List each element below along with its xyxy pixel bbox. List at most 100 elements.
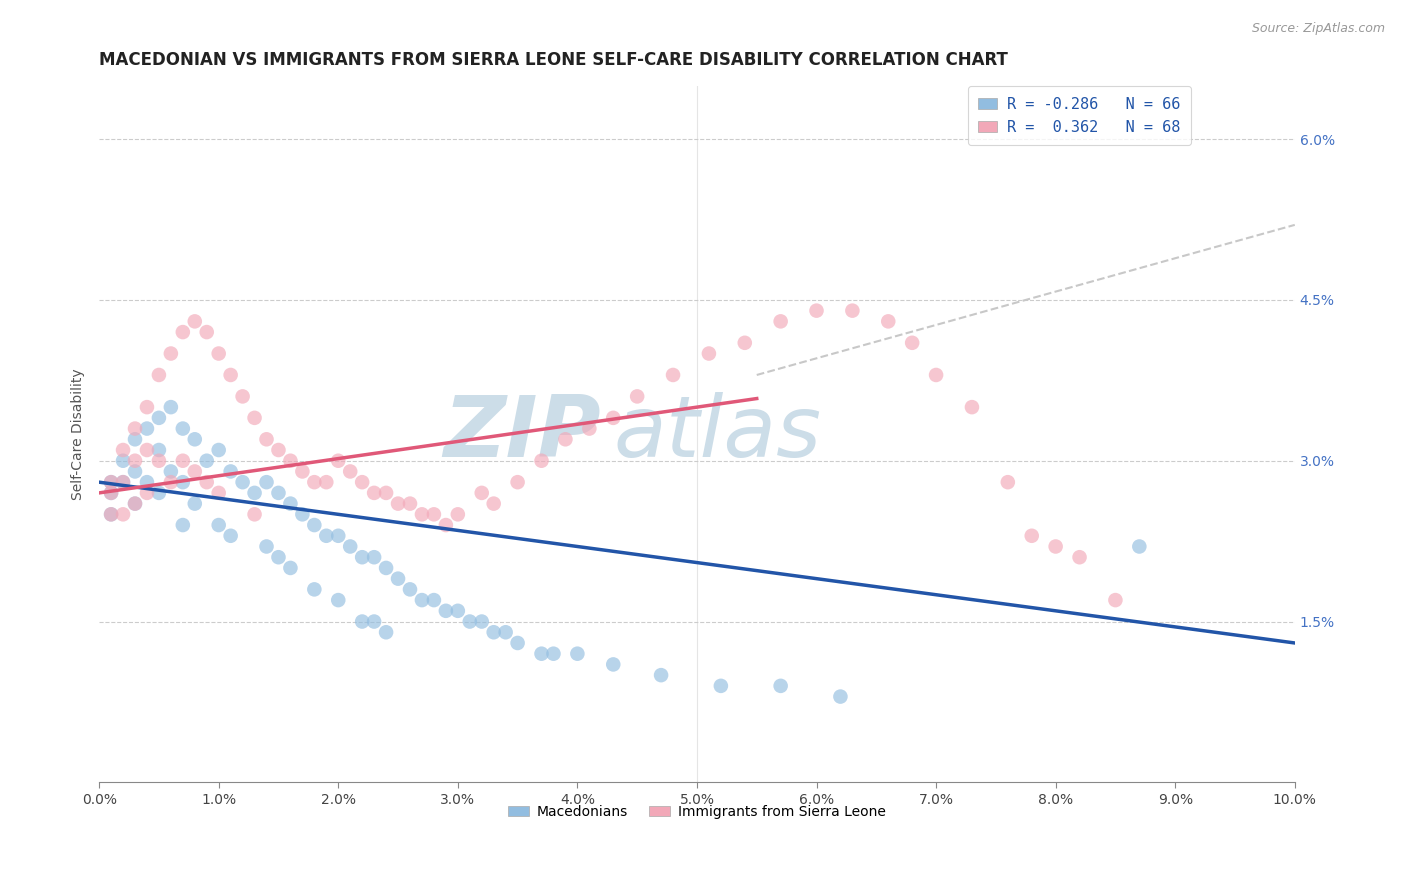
Point xyxy=(315,529,337,543)
Point xyxy=(208,518,231,533)
Point xyxy=(160,475,183,490)
Point xyxy=(399,497,422,511)
Point xyxy=(148,442,170,457)
Point xyxy=(232,475,254,490)
Point xyxy=(997,475,1019,490)
Point xyxy=(925,368,948,382)
Point xyxy=(352,615,374,629)
Point xyxy=(136,400,159,414)
Point xyxy=(100,486,122,500)
Point xyxy=(1045,540,1067,554)
Point xyxy=(184,497,207,511)
Point xyxy=(495,625,517,640)
Point xyxy=(172,421,194,435)
Point xyxy=(315,475,337,490)
Point xyxy=(482,625,505,640)
Point xyxy=(160,400,183,414)
Point xyxy=(219,368,242,382)
Point xyxy=(458,615,481,629)
Point xyxy=(291,508,314,522)
Point xyxy=(148,368,170,382)
Point xyxy=(1104,593,1126,607)
Point xyxy=(626,389,648,403)
Point xyxy=(411,593,433,607)
Point xyxy=(195,475,218,490)
Point xyxy=(1069,550,1091,565)
Text: Source: ZipAtlas.com: Source: ZipAtlas.com xyxy=(1251,22,1385,36)
Point xyxy=(769,679,792,693)
Point xyxy=(662,368,685,382)
Point xyxy=(112,475,135,490)
Point xyxy=(100,486,122,500)
Point xyxy=(291,465,314,479)
Point xyxy=(208,442,231,457)
Point xyxy=(112,442,135,457)
Point xyxy=(160,346,183,360)
Point xyxy=(423,508,446,522)
Point xyxy=(877,314,900,328)
Point xyxy=(124,497,146,511)
Point xyxy=(960,400,983,414)
Point xyxy=(184,432,207,446)
Point xyxy=(434,518,457,533)
Point xyxy=(112,508,135,522)
Point xyxy=(530,454,553,468)
Point xyxy=(148,454,170,468)
Y-axis label: Self-Care Disability: Self-Care Disability xyxy=(72,368,86,500)
Point xyxy=(482,497,505,511)
Point xyxy=(339,540,361,554)
Text: atlas: atlas xyxy=(613,392,821,475)
Point xyxy=(124,454,146,468)
Point xyxy=(901,335,924,350)
Point xyxy=(769,314,792,328)
Point xyxy=(434,604,457,618)
Point xyxy=(195,325,218,339)
Point xyxy=(471,615,494,629)
Point xyxy=(172,454,194,468)
Point xyxy=(243,410,266,425)
Point xyxy=(471,486,494,500)
Point xyxy=(423,593,446,607)
Point xyxy=(447,508,470,522)
Point xyxy=(554,432,576,446)
Point xyxy=(136,475,159,490)
Point xyxy=(112,454,135,468)
Point xyxy=(100,508,122,522)
Point xyxy=(100,475,122,490)
Point xyxy=(243,486,266,500)
Point xyxy=(172,325,194,339)
Point xyxy=(112,475,135,490)
Point xyxy=(280,497,302,511)
Point xyxy=(375,561,398,575)
Point xyxy=(148,410,170,425)
Point xyxy=(124,497,146,511)
Point xyxy=(243,508,266,522)
Point xyxy=(841,303,863,318)
Point xyxy=(543,647,565,661)
Point xyxy=(195,454,218,468)
Point xyxy=(267,550,290,565)
Point xyxy=(363,486,385,500)
Point xyxy=(184,314,207,328)
Point xyxy=(267,486,290,500)
Point xyxy=(530,647,553,661)
Point xyxy=(256,432,278,446)
Point xyxy=(280,454,302,468)
Point xyxy=(328,529,350,543)
Point xyxy=(208,486,231,500)
Point xyxy=(806,303,828,318)
Point xyxy=(506,475,529,490)
Point xyxy=(387,572,409,586)
Point xyxy=(1128,540,1150,554)
Point xyxy=(697,346,720,360)
Point xyxy=(172,475,194,490)
Point xyxy=(124,421,146,435)
Point xyxy=(160,465,183,479)
Point xyxy=(184,465,207,479)
Point xyxy=(124,432,146,446)
Point xyxy=(304,518,326,533)
Point xyxy=(172,518,194,533)
Point xyxy=(602,410,624,425)
Point xyxy=(602,657,624,672)
Point xyxy=(328,593,350,607)
